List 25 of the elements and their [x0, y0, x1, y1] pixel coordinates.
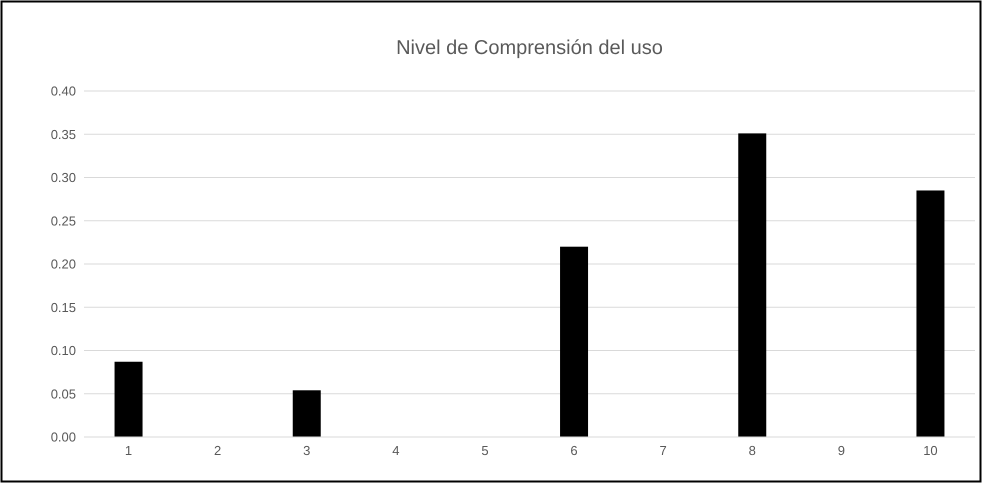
x-tick-label: 10: [923, 443, 938, 458]
y-tick-label: 0.00: [50, 430, 76, 445]
x-tick-label: 8: [748, 443, 756, 458]
x-tick-label: 7: [660, 443, 667, 458]
y-tick-label: 0.25: [50, 213, 76, 228]
x-tick-label: 6: [570, 443, 578, 458]
x-tick-label: 9: [838, 443, 845, 458]
x-tick-label: 1: [124, 443, 132, 458]
y-tick-label: 0.20: [50, 256, 76, 272]
bar: [916, 190, 944, 437]
bar: [738, 133, 766, 437]
x-tick-label: 3: [303, 443, 310, 458]
bar: [292, 390, 321, 437]
y-tick-label: 0.30: [50, 170, 76, 186]
y-tick-label: 0.40: [50, 84, 76, 99]
x-tick-label: 5: [481, 443, 489, 458]
y-tick-label: 0.10: [50, 343, 76, 358]
y-tick-label: 0.05: [50, 386, 76, 402]
chart-title: Nivel de Comprensión del uso: [396, 37, 663, 59]
bar: [114, 362, 143, 437]
x-tick-label: 2: [214, 443, 222, 458]
y-tick-label: 0.35: [50, 126, 76, 142]
y-tick-label: 0.15: [50, 300, 76, 315]
bar: [560, 246, 588, 437]
x-tick-label: 4: [392, 443, 400, 458]
